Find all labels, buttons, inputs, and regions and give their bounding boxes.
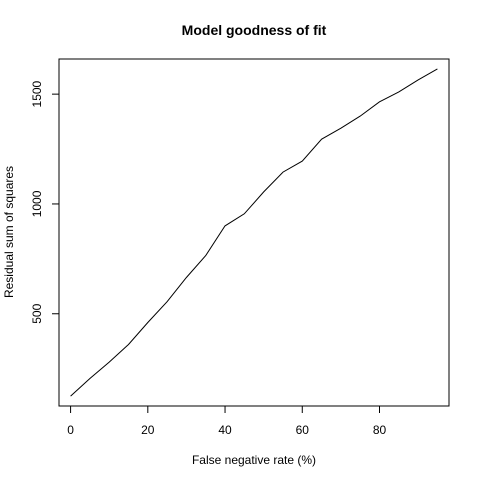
y-axis-label: Residual sum of squares [2, 166, 16, 298]
x-tick-label: 60 [296, 423, 310, 437]
chart-title: Model goodness of fit [182, 22, 327, 38]
series-line [70, 68, 438, 397]
x-tick-label: 20 [141, 423, 155, 437]
y-tick-label: 500 [30, 303, 44, 323]
x-tick-label: 40 [218, 423, 232, 437]
plot-frame [58, 58, 450, 407]
y-axis: 500 1000 1500 [30, 80, 59, 324]
y-tick-label: 1000 [30, 190, 44, 217]
y-tick-label: 1500 [30, 80, 44, 107]
x-tick-label: 80 [373, 423, 387, 437]
x-axis-label: False negative rate (%) [192, 453, 316, 467]
x-tick-label: 0 [67, 423, 74, 437]
x-axis: 0 20 40 60 80 [67, 406, 386, 437]
